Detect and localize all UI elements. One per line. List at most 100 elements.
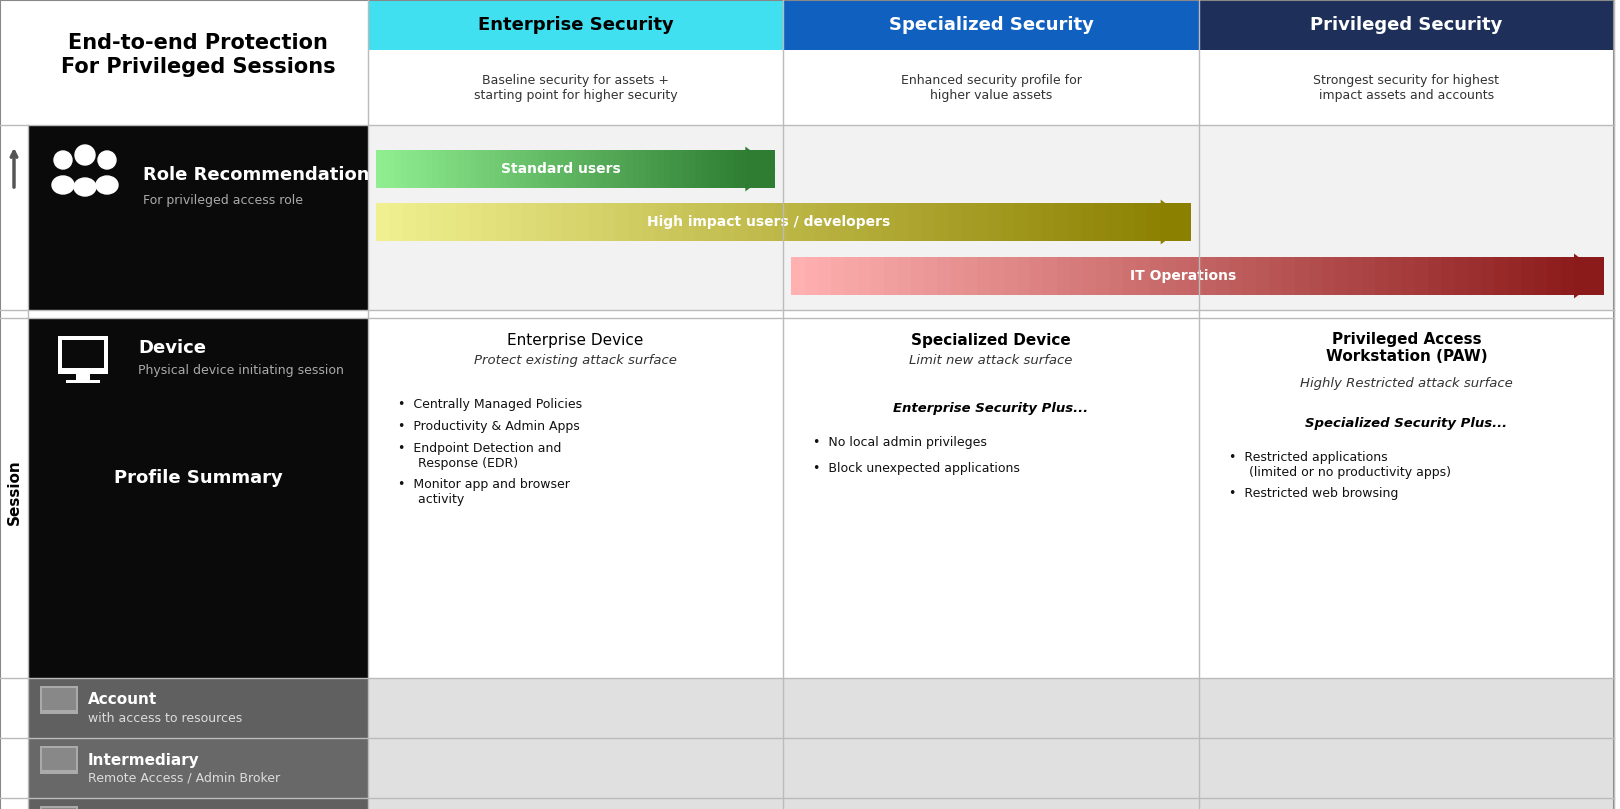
Bar — [802, 203, 815, 241]
Bar — [774, 203, 789, 241]
Circle shape — [75, 145, 96, 165]
Bar — [1429, 257, 1442, 295]
Text: Privileged Access
Workstation (PAW): Privileged Access Workstation (PAW) — [1325, 332, 1487, 364]
Bar — [483, 203, 496, 241]
Bar — [368, 678, 784, 738]
Bar — [376, 150, 382, 188]
Bar — [1534, 257, 1547, 295]
Bar — [784, 678, 1199, 738]
Bar — [1442, 257, 1455, 295]
Text: with access to resources: with access to resources — [87, 711, 243, 725]
Bar — [1014, 203, 1027, 241]
Bar — [831, 257, 844, 295]
Bar — [1068, 203, 1081, 241]
Bar — [1401, 257, 1414, 295]
Bar — [784, 318, 1199, 678]
Bar — [389, 203, 403, 241]
Bar — [420, 150, 426, 188]
Bar — [1481, 257, 1494, 295]
Bar — [1017, 257, 1030, 295]
Bar — [654, 203, 669, 241]
Bar — [368, 798, 784, 809]
Bar — [961, 203, 975, 241]
Bar — [1256, 257, 1268, 295]
Bar — [732, 150, 739, 188]
Text: Physical device initiating session: Physical device initiating session — [138, 363, 343, 376]
Bar — [616, 203, 629, 241]
Text: •  Productivity & Admin Apps: • Productivity & Admin Apps — [399, 420, 580, 433]
Bar — [633, 150, 638, 188]
Bar — [671, 150, 677, 188]
Bar — [426, 150, 433, 188]
Text: Device: Device — [138, 339, 206, 357]
Bar — [496, 203, 509, 241]
Bar — [1322, 257, 1335, 295]
Bar — [990, 257, 1003, 295]
Bar — [922, 203, 935, 241]
Bar — [1414, 257, 1429, 295]
Bar — [455, 203, 470, 241]
Bar — [42, 808, 76, 809]
Bar — [446, 150, 450, 188]
Text: Privileged Security: Privileged Security — [1311, 16, 1502, 34]
Text: Standard users: Standard users — [501, 162, 620, 176]
Bar — [40, 686, 78, 714]
Bar — [841, 203, 855, 241]
Bar — [988, 203, 1001, 241]
Bar — [595, 150, 601, 188]
Bar — [28, 678, 368, 738]
Bar — [868, 203, 881, 241]
Bar — [439, 150, 446, 188]
Bar — [496, 150, 501, 188]
Bar — [964, 257, 977, 295]
Bar — [805, 257, 818, 295]
Bar — [828, 203, 841, 241]
Bar — [938, 257, 951, 295]
Bar — [42, 688, 76, 710]
Text: Enterprise Device: Enterprise Device — [507, 332, 643, 348]
Bar — [951, 257, 964, 295]
Bar — [1136, 257, 1150, 295]
Bar — [416, 203, 429, 241]
Bar — [1309, 257, 1322, 295]
Bar — [1335, 257, 1348, 295]
Bar — [368, 50, 784, 125]
Bar — [1362, 257, 1375, 295]
Bar — [536, 203, 549, 241]
Bar — [664, 150, 671, 188]
Text: Account: Account — [87, 693, 157, 708]
Bar — [677, 150, 682, 188]
Bar — [784, 125, 1199, 310]
Bar — [682, 150, 688, 188]
Bar — [368, 0, 784, 50]
Bar — [575, 203, 588, 241]
Bar — [1560, 257, 1575, 295]
Bar — [975, 203, 988, 241]
Bar — [570, 150, 577, 188]
Bar — [1147, 203, 1160, 241]
Bar — [402, 150, 407, 188]
Text: Remote Access / Admin Broker: Remote Access / Admin Broker — [87, 772, 280, 785]
Bar — [977, 257, 990, 295]
Bar — [1217, 257, 1230, 295]
Text: •  Restricted applications
     (limited or no productivity apps): • Restricted applications (limited or no… — [1228, 451, 1450, 479]
Bar — [1123, 257, 1136, 295]
Bar — [376, 203, 389, 241]
Bar — [627, 150, 633, 188]
Bar — [815, 203, 828, 241]
Bar — [526, 150, 533, 188]
Bar — [708, 150, 714, 188]
Bar — [844, 257, 857, 295]
Bar — [1094, 203, 1108, 241]
Bar — [748, 203, 761, 241]
Bar — [562, 203, 575, 241]
Bar — [688, 150, 695, 188]
Text: Highly Restricted attack surface: Highly Restricted attack surface — [1299, 376, 1513, 389]
Text: Intermediary: Intermediary — [87, 752, 199, 768]
Bar — [1375, 257, 1388, 295]
Bar — [1084, 257, 1097, 295]
Bar — [1121, 203, 1134, 241]
Polygon shape — [1575, 253, 1604, 299]
Bar — [1508, 257, 1521, 295]
Bar — [1199, 678, 1614, 738]
